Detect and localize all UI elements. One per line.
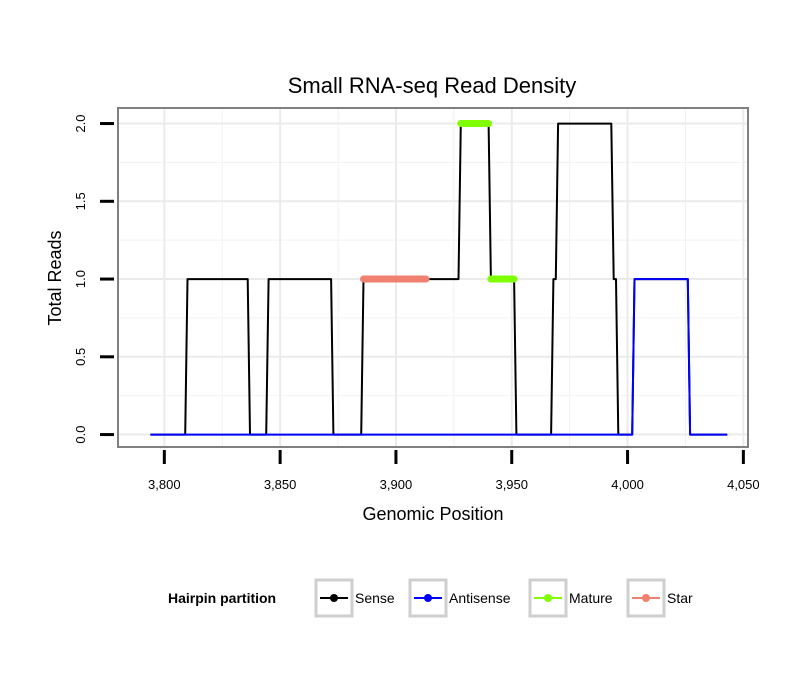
y-tick-label: 1.0 [73,270,88,288]
y-axis-title: Total Reads [45,230,65,325]
legend-item-star: Star [626,578,693,618]
x-tick-label: 3,800 [148,477,181,492]
legend-item-sense: Sense [314,578,395,618]
x-tick-label: 3,950 [495,477,528,492]
y-tick-label: 0.0 [73,426,88,444]
legend-label: Sense [355,590,395,606]
y-tick-label: 1.5 [73,192,88,210]
legend-item-antisense: Antisense [408,578,511,618]
x-axis-title: Genomic Position [362,504,503,524]
x-axis: 3,800 3,850 3,900 3,950 4,000 4,050 [148,450,760,492]
x-tick-label: 4,000 [611,477,644,492]
plot-panel-border [117,107,749,448]
legend-key-dot [642,594,650,602]
y-axis: 0.0 0.5 1.0 1.5 2.0 [73,115,114,444]
legend: Hairpin partition Sense Antisense Mature St… [168,578,693,618]
legend-key-dot [330,594,338,602]
y-tick-label: 0.5 [73,348,88,366]
y-tick-label: 2.0 [73,115,88,133]
legend-item-mature: Mature [528,578,613,618]
chart-title: Small RNA-seq Read Density [288,73,577,98]
legend-title: Hairpin partition [168,590,276,606]
legend-label: Antisense [449,590,511,606]
legend-key-dot [544,594,552,602]
x-tick-label: 3,900 [380,477,413,492]
legend-key-dot [424,594,432,602]
series-line-antisense [150,278,728,436]
series-layer [150,120,728,436]
x-tick-label: 4,050 [727,477,760,492]
legend-label: Mature [569,590,613,606]
grid-lines [118,108,748,447]
x-tick-label: 3,850 [264,477,297,492]
legend-label: Star [667,590,693,606]
